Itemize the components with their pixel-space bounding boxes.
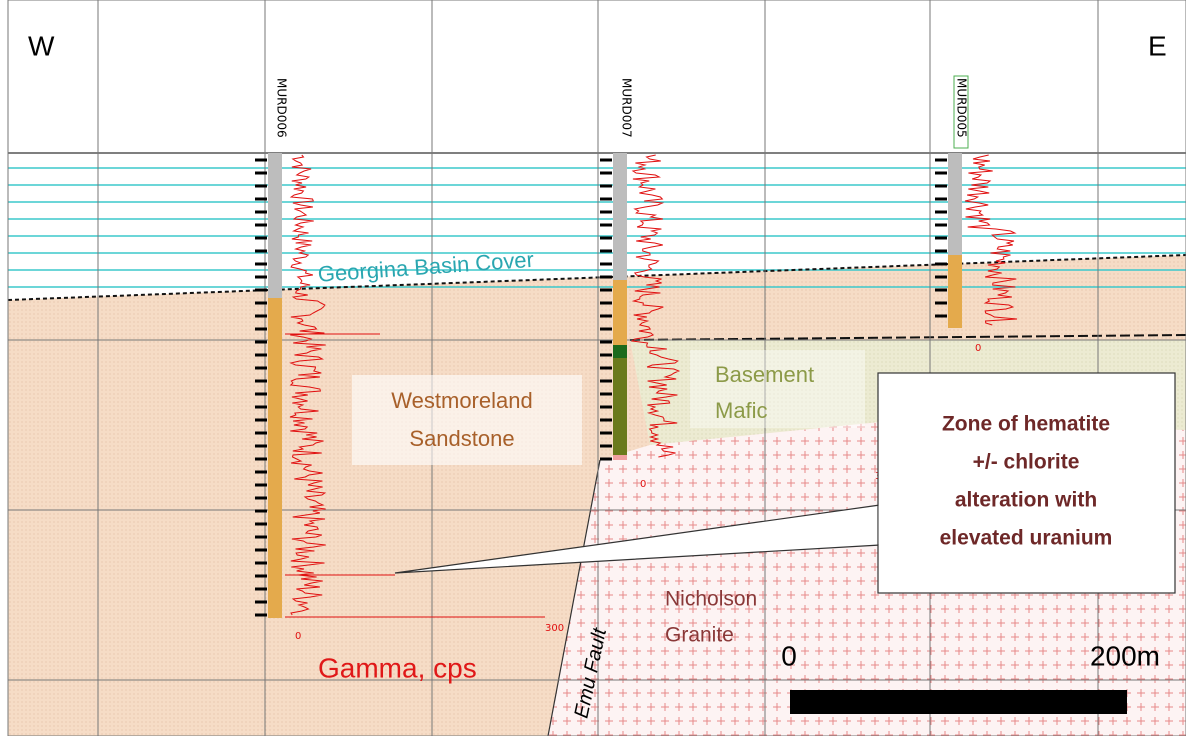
hole-label: MURD005 xyxy=(955,78,969,138)
callout-text: +/- chlorite xyxy=(973,451,1080,474)
east-label: E xyxy=(1148,30,1167,61)
granite-label: Nicholson xyxy=(665,588,757,611)
hole-column xyxy=(268,298,282,618)
hole-label: MURD006 xyxy=(275,78,289,138)
mafic-label: Mafic xyxy=(715,398,768,423)
hole-column xyxy=(948,153,962,255)
callout-text: Zone of hematite xyxy=(942,413,1110,436)
west-label: W xyxy=(28,30,55,61)
sandstone-label: Westmoreland xyxy=(391,388,532,413)
gamma-label: Gamma, cps xyxy=(318,652,477,683)
scale-min: 0 xyxy=(295,631,301,642)
hole-column xyxy=(613,455,627,460)
scale-start: 0 xyxy=(781,640,797,671)
hole-column xyxy=(613,153,627,280)
callout-box xyxy=(878,373,1175,593)
hole-column xyxy=(948,255,962,328)
scale-min: 0 xyxy=(975,343,981,354)
callout-text: elevated uranium xyxy=(940,527,1113,550)
hole-column xyxy=(613,280,627,345)
scale-min: 0 xyxy=(640,479,646,490)
scale-end: 200m xyxy=(1090,640,1160,671)
mafic-label: Basement xyxy=(715,362,814,387)
granite-label: Granite xyxy=(665,624,734,647)
cross-section: MURD0060300MURD0070300MURD0050 W E Georg… xyxy=(0,0,1186,736)
hole-column xyxy=(613,345,627,358)
scale-bar-rect xyxy=(790,690,1127,714)
hole-label: MURD007 xyxy=(620,78,634,138)
hole-column xyxy=(613,358,627,455)
callout-text: alteration with xyxy=(955,489,1097,512)
hole-column xyxy=(268,153,282,298)
sandstone-label: Sandstone xyxy=(409,426,514,451)
scale-max: 300 xyxy=(545,623,564,634)
